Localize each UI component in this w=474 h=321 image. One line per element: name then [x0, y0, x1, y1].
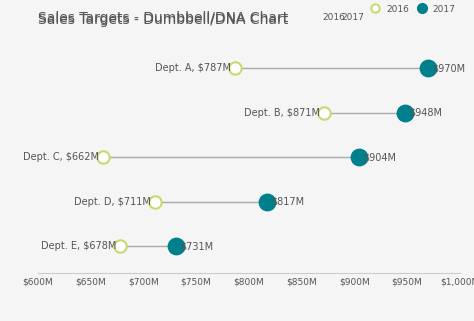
Text: $970M: $970M: [432, 64, 465, 74]
Text: 2016: 2016: [322, 13, 345, 22]
Text: Dept. D, $711M: Dept. D, $711M: [74, 197, 151, 207]
Text: $948M: $948M: [409, 108, 442, 118]
Point: [117, 244, 124, 249]
Point: [401, 110, 409, 116]
Text: Dept. B, $871M: Dept. B, $871M: [244, 108, 319, 118]
Point: [100, 155, 107, 160]
Point: [355, 155, 362, 160]
Text: Sales Targets - Dumbbell/DNA Chart: Sales Targets - Dumbbell/DNA Chart: [38, 11, 288, 25]
Point: [151, 199, 159, 204]
Text: $904M: $904M: [363, 152, 396, 162]
Text: Dept. A, $787M: Dept. A, $787M: [155, 64, 231, 74]
Legend: 2016, 2017: 2016, 2017: [366, 4, 455, 13]
Text: Dept. E, $678M: Dept. E, $678M: [41, 241, 116, 251]
Point: [172, 244, 180, 249]
Point: [424, 66, 432, 71]
Text: $731M: $731M: [180, 241, 213, 251]
Text: $817M: $817M: [271, 197, 304, 207]
Text: 2017: 2017: [341, 13, 364, 22]
Point: [231, 66, 239, 71]
Text: Sales Targets - Dumbbell/DNA Chart: Sales Targets - Dumbbell/DNA Chart: [38, 13, 288, 27]
Text: Dept. C, $662M: Dept. C, $662M: [23, 152, 99, 162]
Point: [263, 199, 271, 204]
Point: [320, 110, 328, 116]
